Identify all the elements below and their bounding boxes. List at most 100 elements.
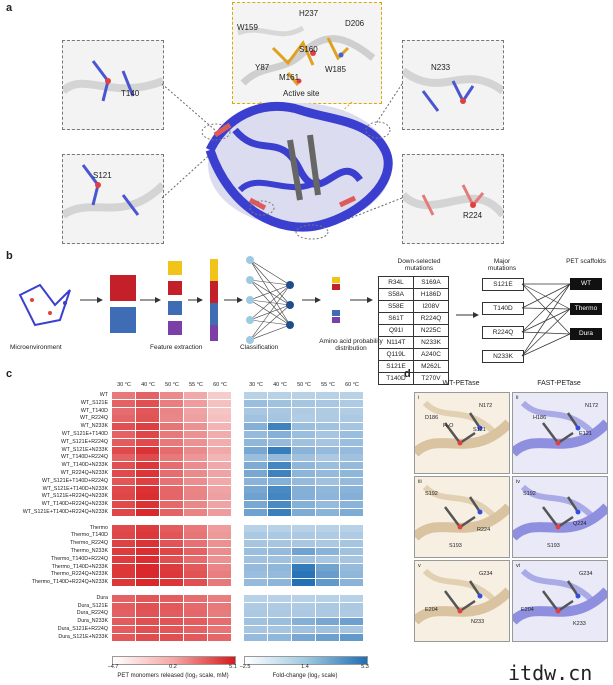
heat-cell-red xyxy=(112,415,135,423)
heat-cell-red xyxy=(160,415,183,423)
heat-cell-red xyxy=(160,563,183,571)
panel-numeral: ii xyxy=(516,395,519,401)
heat-cell-blue xyxy=(292,415,315,423)
heat-cell-red xyxy=(160,446,183,454)
heat-cell-blue xyxy=(316,446,339,454)
heat-cell-blue xyxy=(244,493,267,501)
scaffold-thermo: Thermo xyxy=(570,303,602,315)
heat-cell-red xyxy=(208,454,231,462)
heat-cell-blue xyxy=(316,501,339,509)
active-site-structure xyxy=(237,25,376,86)
heat-cell-blue xyxy=(292,470,315,477)
heat-cell-red xyxy=(160,579,183,587)
heat-cell-blue xyxy=(244,509,267,516)
heat-cell-blue xyxy=(268,501,291,509)
heat-cell-red xyxy=(208,407,231,415)
heat-cell-blue xyxy=(244,626,267,633)
heat-cell-blue xyxy=(292,438,315,446)
heat-cell-blue xyxy=(292,501,315,509)
heat-cell-red xyxy=(208,618,231,626)
heat-cell-red xyxy=(208,438,231,446)
heat-cell-red xyxy=(112,493,135,501)
heat-cell-red xyxy=(112,485,135,493)
heat-cell-red xyxy=(112,431,135,438)
heat-cell-red xyxy=(208,571,231,579)
heat-cell-red xyxy=(112,532,135,540)
heat-cell-blue xyxy=(268,509,291,516)
col-title-fast: FAST-PETase xyxy=(537,380,581,387)
variant-label: Thermo_R224Q+N233K xyxy=(50,571,108,578)
watermark: itdw.cn xyxy=(508,661,593,685)
heat-cell-blue xyxy=(316,470,339,477)
structure-panel: i D186 N172 H₂O S121 xyxy=(414,392,510,474)
heat-cell-red xyxy=(136,477,159,485)
heat-cell-red xyxy=(136,633,159,641)
residue-label: D206 xyxy=(345,19,365,28)
heat-cell-red xyxy=(112,462,135,470)
heat-cell-blue xyxy=(316,415,339,423)
panel-numeral: iv xyxy=(516,479,520,485)
panel-a-label: a xyxy=(6,2,13,14)
heat-cell-red xyxy=(184,540,207,548)
heat-cell-red xyxy=(136,524,159,532)
heat-cell-red xyxy=(160,602,183,610)
heat-cell-blue xyxy=(268,470,291,477)
downselected-table: R34L S169A S58A H186D S58E I208V S61T R224Q Q91I… xyxy=(378,276,449,385)
heat-cell-red xyxy=(136,485,159,493)
heat-cell-blue xyxy=(244,524,267,532)
heat-cell-blue xyxy=(292,446,315,454)
heat-cell-red xyxy=(208,415,231,423)
variant-label: Thermo_T140D xyxy=(70,532,108,539)
heat-cell-red xyxy=(112,540,135,548)
heat-cell-blue xyxy=(244,563,267,571)
heat-cell-red xyxy=(160,540,183,548)
variant-label: Thermo_T140D+R224Q xyxy=(51,555,108,562)
heat-cell-red xyxy=(208,610,231,618)
heat-cell-red xyxy=(136,470,159,477)
heat-cell-red xyxy=(136,555,159,563)
residue-label: N233 xyxy=(431,63,451,72)
heat-cell-red xyxy=(112,626,135,633)
heat-cell-blue xyxy=(292,509,315,516)
residue-label: N172 xyxy=(585,403,599,409)
heat-cell-red xyxy=(184,532,207,540)
heat-cell-red xyxy=(208,602,231,610)
heat-cell-red xyxy=(160,524,183,532)
heat-cell-blue xyxy=(268,626,291,633)
heat-cell-red xyxy=(136,438,159,446)
heat-cell-red xyxy=(136,571,159,579)
heat-cell-blue xyxy=(316,548,339,555)
heat-cell-red xyxy=(160,485,183,493)
residue-label: S193 xyxy=(547,543,560,549)
heat-cell-red xyxy=(136,407,159,415)
panel-numeral: iii xyxy=(418,479,422,485)
panel-d-label: d xyxy=(404,368,411,380)
residue-label: G234 xyxy=(579,571,593,577)
heat-cell-blue xyxy=(316,423,339,431)
heat-cell-red xyxy=(112,423,135,431)
heat-cell-blue xyxy=(316,610,339,618)
heat-cell-blue xyxy=(316,626,339,633)
zoom-box-n233: N233 xyxy=(402,40,504,130)
heat-cell-red xyxy=(136,431,159,438)
heat-cell-red xyxy=(136,454,159,462)
heat-cell-red xyxy=(184,633,207,641)
heat-cell-blue xyxy=(316,493,339,501)
heat-cell-blue xyxy=(292,462,315,470)
variant-label: WT xyxy=(99,392,108,398)
heat-cell-blue xyxy=(268,438,291,446)
heat-cell-blue xyxy=(244,579,267,587)
heat-cell-blue xyxy=(316,618,339,626)
heat-cell-red xyxy=(160,509,183,516)
zoom-box-s121: S121 xyxy=(62,154,164,244)
heat-cell-red xyxy=(184,610,207,618)
heat-cell-red xyxy=(136,392,159,399)
heat-cell-blue xyxy=(268,392,291,399)
heat-cell-red xyxy=(208,501,231,509)
heat-cell-blue xyxy=(316,571,339,579)
heat-cell-blue xyxy=(292,626,315,633)
heat-cell-blue xyxy=(244,399,267,407)
variant-label: WT_S121E+R224Q+N233K xyxy=(41,493,108,500)
heat-cell-blue xyxy=(244,431,267,438)
heat-cell-blue xyxy=(292,610,315,618)
